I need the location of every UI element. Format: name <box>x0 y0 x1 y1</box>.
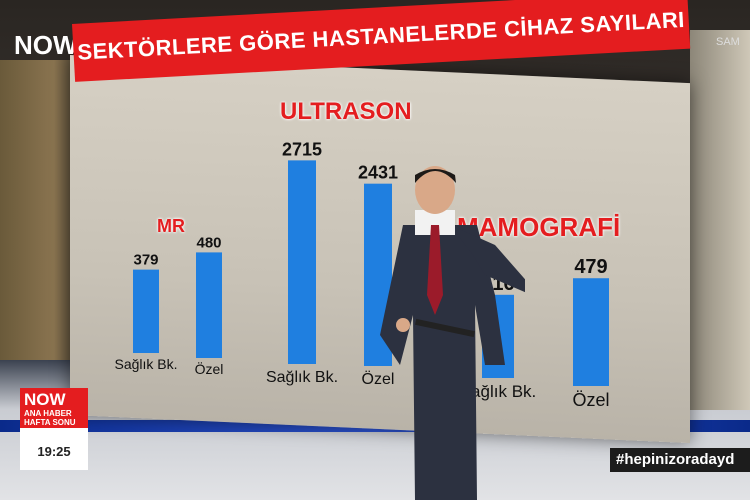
bar-value-label: 2431 <box>358 163 398 183</box>
bar-category-label: Özel <box>362 370 395 388</box>
bar-value-label: 479 <box>574 256 607 278</box>
bar-mr-0 <box>133 269 159 353</box>
lower-third: NOW ANA HABER HAFTA SONU 19:25 <box>20 388 88 470</box>
group-label-ultrason: ULTRASON <box>280 98 412 125</box>
bar-category-label: Sağlık Bk. <box>460 382 537 401</box>
bar-category-label: Sağlık Bk. <box>114 356 177 372</box>
channel-logo: NOW <box>14 30 78 60</box>
bar-category-label: Sağlık Bk. <box>266 369 338 386</box>
bar-mamografi̇-1 <box>573 278 609 386</box>
bar-ultrason-0 <box>288 160 316 364</box>
bar-value-label: 379 <box>133 252 158 269</box>
group-label-mamografi: MAMOGRAFİ <box>457 212 621 242</box>
lower-third-time: 19:25 <box>37 444 71 459</box>
bar-category-label: Özel <box>572 390 609 410</box>
bar-category-label: Özel <box>195 360 224 377</box>
screen-edge <box>690 30 750 410</box>
bar-value-label: 480 <box>196 234 221 251</box>
lower-third-logo: NOW <box>24 390 66 409</box>
presenter <box>380 166 525 500</box>
lower-third-show: ANA HABER HAFTA SONU <box>24 409 76 427</box>
hashtag: #hepinizoradayd <box>610 448 750 472</box>
bar-mr-1 <box>196 252 222 358</box>
group-label-mr: MR <box>157 216 185 236</box>
bar-value-label: 2715 <box>282 139 322 159</box>
camera-text: SAM <box>716 36 740 48</box>
